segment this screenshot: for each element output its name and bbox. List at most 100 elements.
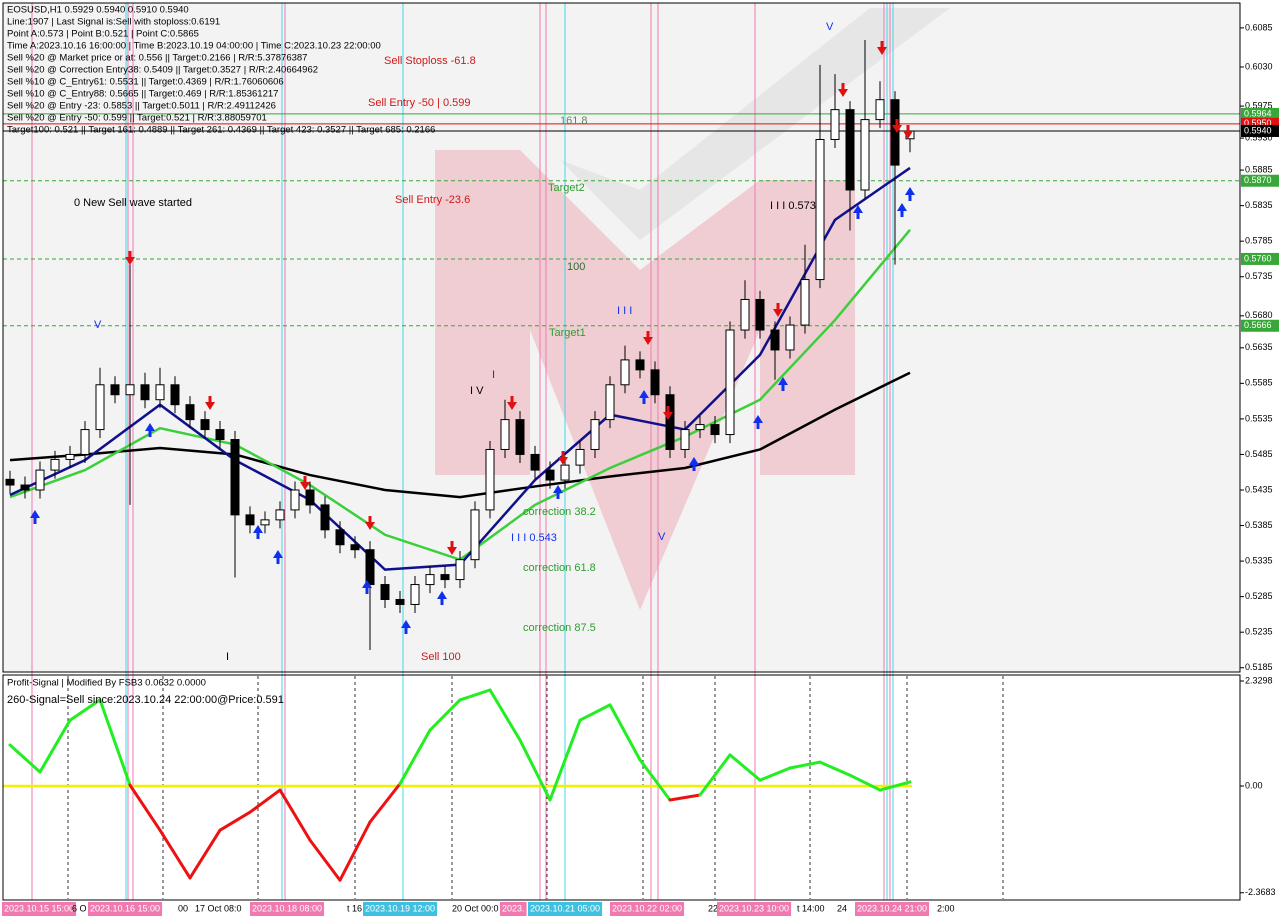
time-label-box <box>88 902 163 916</box>
price-panel <box>3 3 1240 672</box>
signal-arrow-stem <box>666 406 670 412</box>
signal-arrow-stem <box>148 431 152 437</box>
signal-arrow-stem <box>33 518 37 524</box>
candle-body <box>260 519 270 526</box>
signal-arrow <box>897 203 907 211</box>
y-tick-label: 0.5975 <box>1245 100 1273 110</box>
candle-body <box>860 119 870 191</box>
signal-arrow <box>877 47 887 55</box>
signal-arrow <box>689 457 699 465</box>
level-label: 0.5666 <box>1244 320 1272 330</box>
candle-body <box>740 298 750 331</box>
signal-arrow <box>773 309 783 317</box>
candle-body <box>65 453 75 460</box>
time-label: 00 <box>178 903 188 913</box>
y-tick-label: 0.5585 <box>1245 378 1273 388</box>
candle-body <box>125 384 135 396</box>
signal-arrow-stem <box>856 213 860 219</box>
level-label: 0.5760 <box>1244 253 1272 263</box>
annotation: Sell Entry -23.6 <box>395 194 470 206</box>
signal-arrow-stem <box>561 451 565 457</box>
candle-body <box>200 419 210 431</box>
signal-arrow <box>253 525 263 533</box>
y-tick-label: 0.5185 <box>1245 662 1273 672</box>
y-tick-label: 0.6030 <box>1245 61 1273 71</box>
signal-arrow <box>447 547 457 555</box>
time-label: 2023.10.23 10:00 <box>719 903 789 913</box>
candle-body <box>575 448 585 466</box>
y-tick-label: 0.5235 <box>1245 627 1273 637</box>
level-label-box <box>1241 107 1279 120</box>
annotation: I <box>226 651 229 663</box>
signal-arrow-stem <box>208 396 212 402</box>
candle-body <box>350 544 360 551</box>
annotation: 0 New Sell wave started <box>74 197 192 209</box>
candle-body <box>695 424 705 431</box>
signal-arrow-stem <box>128 251 132 257</box>
annotation: 100 <box>567 261 585 273</box>
indicator-segment <box>758 766 792 782</box>
signal-arrow-stem <box>781 385 785 391</box>
level-label-box <box>1241 124 1279 137</box>
y-tick-label: 0.6085 <box>1245 22 1273 32</box>
signal-arrow <box>205 402 215 410</box>
candle-body <box>590 419 600 450</box>
candle-body <box>110 384 120 396</box>
signal-arrow-stem <box>450 541 454 547</box>
signal-arrow-stem <box>906 125 910 131</box>
candle-body <box>650 369 660 396</box>
y-tick-label: 0.5785 <box>1245 236 1273 246</box>
price-frame <box>2 2 1241 673</box>
candle-body <box>620 359 630 386</box>
indicator-segment <box>878 780 912 792</box>
level-label: 0.5964 <box>1244 108 1272 118</box>
signal-arrow-stem <box>556 493 560 499</box>
signal-arrow-stem <box>756 423 760 429</box>
signal-arrow <box>553 485 563 493</box>
time-label: 2023.10.22 02:00 <box>612 903 682 913</box>
signal-arrow-stem <box>692 465 696 471</box>
annotation: Target1 <box>549 327 586 339</box>
time-label: t 14:00 <box>797 903 825 913</box>
annotation: I I I 0.543 <box>511 532 557 544</box>
signal-arrow-stem <box>256 533 260 539</box>
indicator-segment <box>218 810 252 832</box>
candle-body <box>890 99 900 166</box>
candle-body <box>140 384 150 401</box>
candle-body <box>395 598 405 605</box>
signal-arrow <box>838 89 848 97</box>
time-label-box <box>250 902 325 916</box>
time-label: 2:00 <box>937 903 955 913</box>
indicator-segment <box>68 698 102 722</box>
indicator-segment <box>338 820 372 882</box>
annotation: Sell Entry -50 | 0.599 <box>368 97 471 109</box>
info-line: Sell %10 @ C_Entry88: 0.5665 || Target:0… <box>7 89 278 100</box>
candle-body <box>410 584 420 605</box>
candle-body <box>425 574 435 586</box>
info-line: Sell %20 @ Entry -23: 0.5853 || Target:0… <box>7 101 276 112</box>
signal-arrow-stem <box>880 41 884 47</box>
signal-arrow-stem <box>908 195 912 201</box>
y-tick-label: 0.5285 <box>1245 591 1273 601</box>
candle-body <box>515 419 525 455</box>
indicator-segment <box>428 698 462 732</box>
time-label: 2023.10.18 08:00 <box>252 903 322 913</box>
signal-arrow-stem <box>510 396 514 402</box>
annotation: I <box>492 369 495 381</box>
time-label-box <box>2 902 77 916</box>
indicator-segment <box>128 783 162 832</box>
time-label: t 16 <box>347 903 362 913</box>
candle-body <box>470 509 480 561</box>
candle-body <box>335 529 345 546</box>
time-label: 20 Oct 00:0 <box>452 903 499 913</box>
candle-body <box>245 514 255 526</box>
level-label: 0.5940 <box>1244 125 1272 135</box>
candle-body <box>560 464 570 481</box>
time-label-box <box>855 902 930 916</box>
signal-arrow <box>362 580 372 588</box>
indicator-segment <box>158 828 192 880</box>
signal-arrow-stem <box>404 628 408 634</box>
signal-arrow-stem <box>642 398 646 404</box>
